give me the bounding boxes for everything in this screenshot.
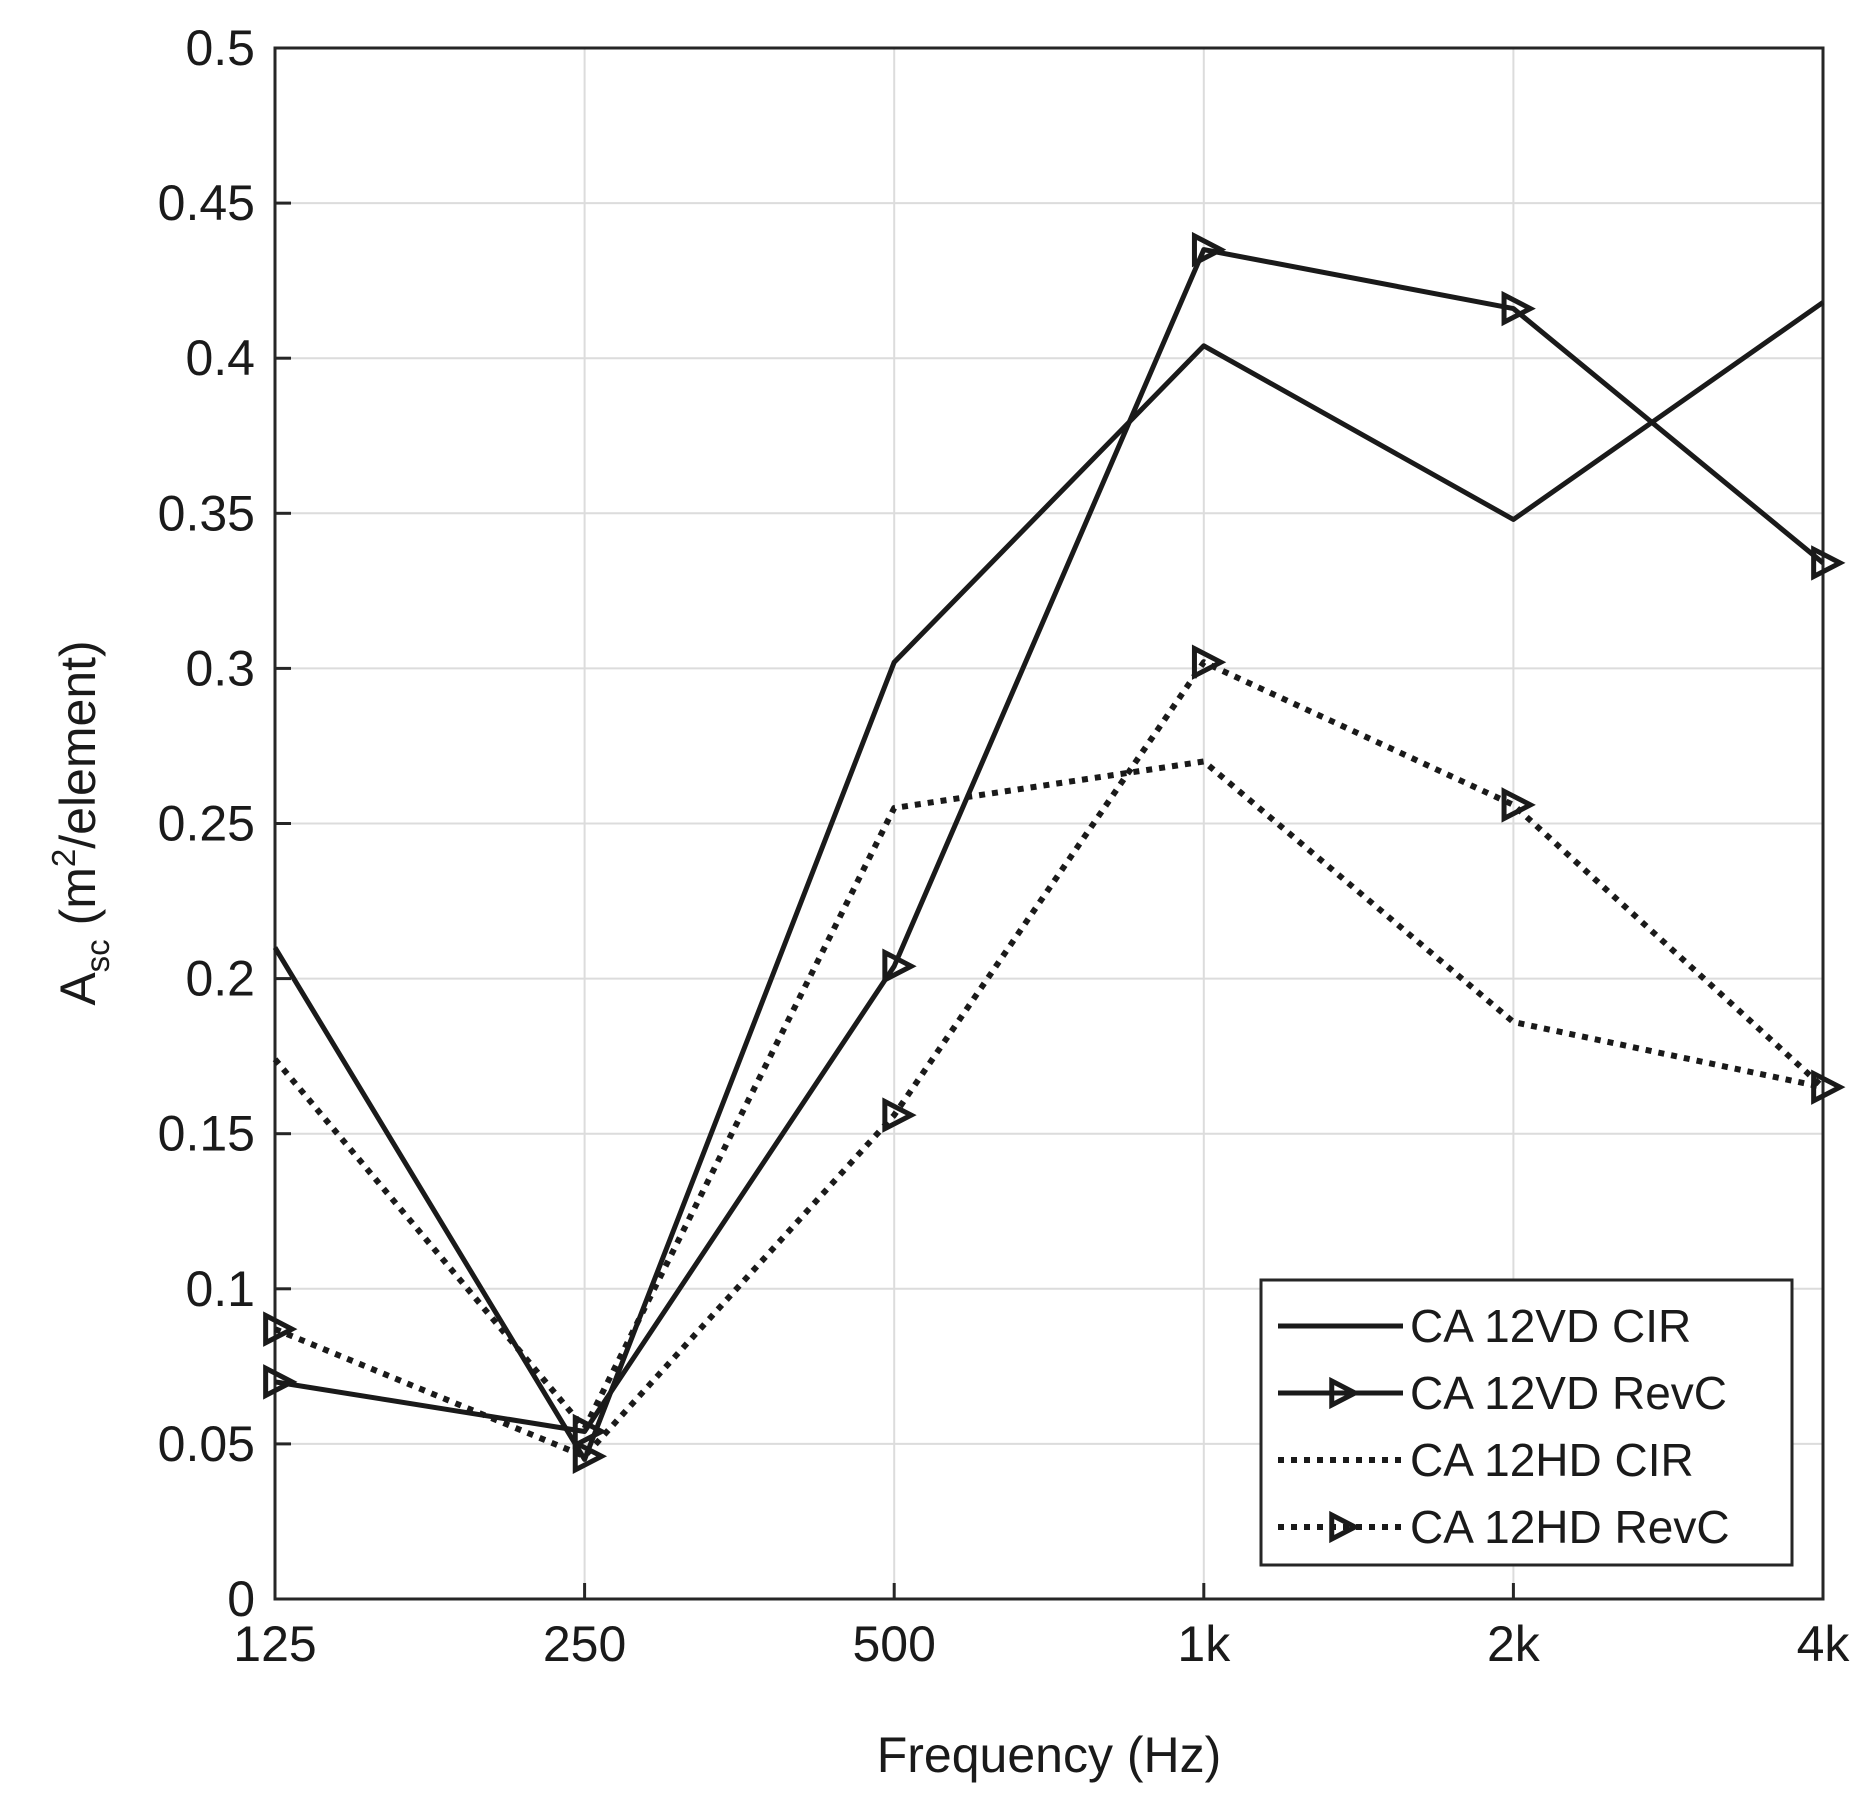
y-tick-label: 0.45 bbox=[158, 175, 255, 231]
x-tick-label: 1k bbox=[1177, 1616, 1231, 1672]
legend-entry: CA 12HD RevC bbox=[1278, 1501, 1730, 1553]
data-point-marker bbox=[1811, 545, 1846, 581]
data-point-marker bbox=[1811, 1069, 1846, 1105]
y-tick-label: 0.35 bbox=[158, 485, 255, 541]
data-point-marker bbox=[1501, 787, 1536, 823]
series-4 bbox=[263, 644, 1846, 1475]
y-tick-label: 0.2 bbox=[185, 951, 255, 1007]
legend-label: CA 12HD RevC bbox=[1410, 1501, 1730, 1553]
series-1 bbox=[272, 300, 1825, 1462]
y-tick-label: 0 bbox=[227, 1571, 255, 1627]
data-point-marker bbox=[572, 1438, 608, 1475]
x-tick-label: 250 bbox=[543, 1616, 626, 1672]
legend-entries: CA 12VD CIR CA 12VD RevC CA 12HD CIR CA 12H… bbox=[1278, 1300, 1730, 1553]
legend: CA 12VD CIR CA 12VD RevC CA 12HD CIR CA 12H… bbox=[1259, 1278, 1794, 1567]
series-3 bbox=[272, 758, 1824, 1432]
data-point-marker bbox=[1191, 644, 1227, 680]
x-tick-label: 500 bbox=[852, 1616, 935, 1672]
legend-label: CA 12HD CIR bbox=[1410, 1434, 1694, 1486]
y-axis-title-open: (m bbox=[50, 867, 106, 939]
y-tick-label: 0.1 bbox=[185, 1261, 255, 1317]
series-line bbox=[274, 247, 1825, 1434]
legend-entry: CA 12VD CIR bbox=[1278, 1300, 1691, 1352]
y-axis-title: Asc (m2/element) bbox=[45, 640, 116, 1005]
x-tick-label: 125 bbox=[233, 1616, 316, 1672]
series-group bbox=[263, 231, 1846, 1475]
y-tick-label: 0.3 bbox=[185, 640, 255, 696]
x-axis-title: Frequency (Hz) bbox=[877, 1727, 1222, 1783]
data-point-marker bbox=[882, 1097, 917, 1133]
legend-entry: CA 12VD RevC bbox=[1278, 1367, 1727, 1419]
y-tick-label: 0.4 bbox=[185, 330, 255, 386]
x-tick-label: 2k bbox=[1487, 1616, 1541, 1672]
y-tick-label: 0.05 bbox=[158, 1416, 255, 1472]
legend-label: CA 12VD RevC bbox=[1410, 1367, 1727, 1419]
data-point-marker bbox=[882, 948, 917, 984]
y-tick-label: 0.25 bbox=[158, 796, 255, 852]
legend-label: CA 12VD CIR bbox=[1410, 1300, 1691, 1352]
x-tick-label: 4k bbox=[1797, 1616, 1851, 1672]
legend-marker bbox=[1329, 1376, 1361, 1410]
legend-marker bbox=[1329, 1510, 1361, 1544]
series-2 bbox=[263, 231, 1846, 1450]
legend-entry: CA 12HD CIR bbox=[1278, 1434, 1694, 1486]
data-point-marker bbox=[1501, 290, 1536, 327]
y-axis-title-main: A bbox=[50, 972, 106, 1006]
axis-ticks: 125 250 500 1k 2k 4k 0 0.05 0.1 0.15 0.2 0.25 0.3 0.3… bbox=[158, 20, 1851, 1672]
y-axis-title-sub: sc bbox=[79, 939, 116, 972]
y-axis-title-sup: 2 bbox=[45, 849, 82, 867]
y-tick-label: 0.5 bbox=[185, 20, 255, 76]
data-point-marker bbox=[1191, 231, 1227, 268]
data-point-marker bbox=[263, 1364, 298, 1400]
data-point-marker bbox=[263, 1311, 298, 1347]
series-line bbox=[272, 758, 1824, 1432]
y-axis-title-close: /element) bbox=[50, 640, 106, 848]
grid bbox=[275, 48, 1823, 1599]
series-line bbox=[273, 659, 1826, 1460]
series-line bbox=[272, 300, 1825, 1462]
y-tick-label: 0.15 bbox=[158, 1106, 255, 1162]
